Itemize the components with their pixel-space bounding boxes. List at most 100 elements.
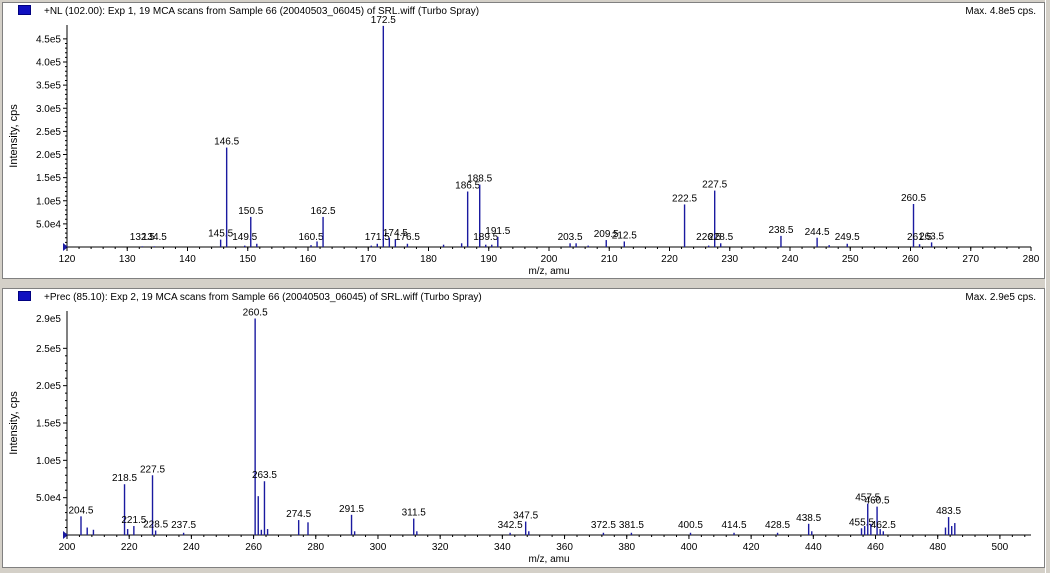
peak-label: 228.5 <box>708 232 733 243</box>
x-tick-label: 180 <box>420 254 437 265</box>
pane-splitter[interactable] <box>0 279 1050 288</box>
y-tick-label: 4.5e5 <box>36 34 61 45</box>
spectrum-chart-prec[interactable]: 200 220 240 260 280 300 320 340 360 380 400 420 440 4… <box>3 289 1044 567</box>
peak-label: 171.5 <box>365 232 390 243</box>
x-tick-label: 130 <box>119 254 136 265</box>
x-tick-label: 170 <box>360 254 377 265</box>
peak-label: 209.5 <box>594 229 619 240</box>
peak-label: 160.5 <box>298 232 323 243</box>
x-tick-label: 280 <box>307 542 324 553</box>
peak-label: 227.5 <box>140 464 165 475</box>
x-tick-label: 320 <box>432 542 449 553</box>
x-tick-label: 260 <box>902 254 919 265</box>
peak-label: 172.5 <box>371 15 396 26</box>
peak-label: 134.5 <box>142 232 167 243</box>
peak-label: 400.5 <box>678 520 703 531</box>
peak-label: 218.5 <box>112 473 137 484</box>
y-tick-label: 2.5e5 <box>36 344 61 355</box>
pane-title: +Prec (85.10): Exp 2, 19 MCA scans from … <box>44 292 482 303</box>
peak-label: 428.5 <box>765 520 790 531</box>
peak-label: 372.5 <box>591 520 616 531</box>
x-tick-label: 440 <box>805 542 822 553</box>
peak-label: 462.5 <box>871 520 896 531</box>
pane-marker-icon <box>18 291 31 301</box>
x-tick-label: 190 <box>480 254 497 265</box>
x-axis-title: m/z, amu <box>528 266 569 277</box>
y-tick-label: 1.5e5 <box>36 173 61 184</box>
peak-label: 347.5 <box>513 511 538 522</box>
x-tick-label: 200 <box>541 254 558 265</box>
peak-label: 174.5 <box>383 228 408 239</box>
peak-label: 460.5 <box>865 496 890 507</box>
x-tick-label: 300 <box>370 542 387 553</box>
peak-label: 162.5 <box>311 206 336 217</box>
peak-label: 132.5 <box>130 232 155 243</box>
peak-label: 311.5 <box>402 508 427 519</box>
peak-label: 221.5 <box>121 515 146 526</box>
peak-label: 149.5 <box>232 232 257 243</box>
y-tick-label: 2.9e5 <box>36 314 61 325</box>
x-tick-label: 270 <box>962 254 979 265</box>
peak-label: 212.5 <box>612 230 637 241</box>
x-tick-label: 210 <box>601 254 618 265</box>
x-tick-label: 220 <box>121 542 138 553</box>
peak-label: 204.5 <box>68 505 93 516</box>
y-tick-label: 2.5e5 <box>36 127 61 138</box>
x-tick-label: 160 <box>300 254 317 265</box>
max-intensity-label: Max. 4.8e5 cps. <box>965 6 1036 17</box>
peak-label: 483.5 <box>936 506 961 517</box>
peak-label: 226.5 <box>696 232 721 243</box>
peak-label: 438.5 <box>796 513 821 524</box>
x-tick-label: 340 <box>494 542 511 553</box>
peak-label: 342.5 <box>498 520 523 531</box>
y-axis-title: Intensity, cps <box>8 104 20 168</box>
peak-label: 188.5 <box>467 174 492 185</box>
spectrum-chart-nl[interactable]: 120 130 140 150 160 170 180 190 200 210 220 230 240 2… <box>3 3 1044 278</box>
x-tick-label: 480 <box>929 542 946 553</box>
peak-label: 455.5 <box>849 517 874 528</box>
peak-label: 274.5 <box>286 509 311 520</box>
spectrum-pane-prec[interactable]: +Prec (85.10): Exp 2, 19 MCA scans from … <box>2 288 1045 568</box>
y-axis-title: Intensity, cps <box>8 391 20 455</box>
window-edge <box>1045 0 1050 573</box>
peak-label: 244.5 <box>805 227 830 238</box>
x-tick-label: 200 <box>59 542 76 553</box>
max-intensity-label: Max. 2.9e5 cps. <box>965 292 1036 303</box>
x-tick-label: 140 <box>179 254 196 265</box>
peak-label: 457.5 <box>855 493 880 504</box>
peak-label: 249.5 <box>835 232 860 243</box>
pane-title: +NL (102.00): Exp 1, 19 MCA scans from S… <box>44 6 480 17</box>
peak-label: 228.5 <box>143 520 168 531</box>
x-tick-label: 360 <box>556 542 573 553</box>
pane-marker-icon <box>18 5 31 15</box>
peak-label: 381.5 <box>619 520 644 531</box>
x-tick-label: 280 <box>1023 254 1040 265</box>
y-tick-label: 3.5e5 <box>36 81 61 92</box>
y-tick-label: 2.0e5 <box>36 381 61 392</box>
x-tick-label: 260 <box>245 542 262 553</box>
x-tick-label: 500 <box>992 542 1009 553</box>
x-axis-title: m/z, amu <box>528 554 569 565</box>
peak-label: 414.5 <box>722 520 747 531</box>
spectrum-pane-nl[interactable]: +NL (102.00): Exp 1, 19 MCA scans from S… <box>2 2 1045 279</box>
peak-label: 260.5 <box>901 193 926 204</box>
y-tick-label: 1.0e5 <box>36 196 61 207</box>
peak-label: 203.5 <box>558 232 583 243</box>
peak-label: 191.5 <box>485 226 510 237</box>
peak-label: 261.5 <box>907 232 932 243</box>
x-tick-label: 400 <box>681 542 698 553</box>
x-tick-label: 150 <box>239 254 256 265</box>
x-tick-label: 460 <box>867 542 884 553</box>
y-tick-label: 1.5e5 <box>36 419 61 430</box>
peak-label: 260.5 <box>243 307 268 318</box>
y-tick-label: 5.0e4 <box>36 493 61 504</box>
x-tick-label: 240 <box>782 254 799 265</box>
peak-label: 176.5 <box>395 232 420 243</box>
peak-label: 237.5 <box>171 520 196 531</box>
y-tick-label: 1.0e5 <box>36 456 61 467</box>
peak-label: 145.5 <box>208 229 233 240</box>
peak-label: 222.5 <box>672 193 697 204</box>
origin-marker-icon <box>63 531 68 539</box>
peak-label: 291.5 <box>339 504 364 515</box>
x-tick-label: 220 <box>661 254 678 265</box>
